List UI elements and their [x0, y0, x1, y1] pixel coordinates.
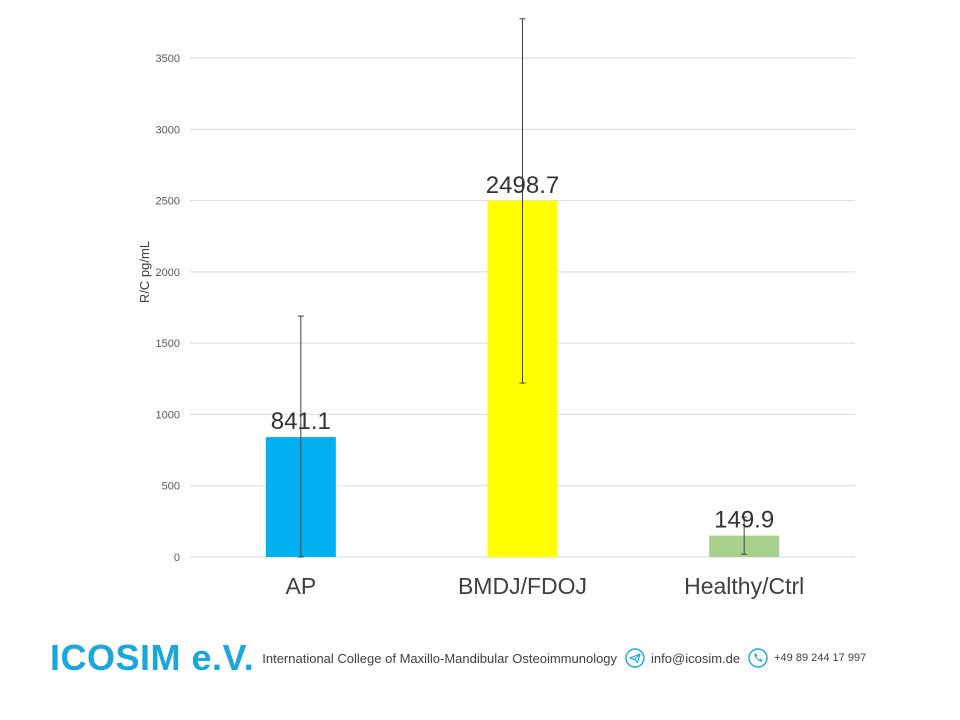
data-label: 149.9: [714, 507, 774, 534]
error-bars: [297, 18, 748, 558]
footer: ICOSIM e.V. International College of Max…: [50, 636, 930, 680]
data-labels: 841.1 2498.7 149.9: [271, 172, 774, 534]
bar-chart: 0 500 1000 1500 2000 2500 3000 3500 841.1 2498.7…: [137, 18, 855, 599]
y-axis-title: R/C pg/mL: [137, 241, 152, 303]
x-axis-categories: AP BMDJ/FDOJ Healthy/Ctrl: [285, 573, 804, 599]
phone-icon: [748, 648, 768, 668]
telegram-icon: [625, 648, 645, 668]
phone-contact[interactable]: +49 89 244 17 997: [748, 648, 866, 668]
footer-tagline: International College of Maxillo-Mandibu…: [262, 650, 618, 666]
y-tick-label: 0: [174, 552, 180, 564]
phone-text: +49 89 244 17 997: [774, 652, 867, 664]
y-tick-label: 3000: [156, 124, 180, 136]
y-tick-label: 2500: [156, 196, 180, 208]
y-tick-label: 3500: [156, 53, 180, 65]
x-category-label: AP: [285, 573, 316, 599]
email-text: info@icosim.de: [651, 650, 741, 666]
y-tick-label: 1000: [156, 409, 180, 421]
data-label: 841.1: [271, 408, 331, 435]
y-axis-ticks: 0 500 1000 1500 2000 2500 3000 3500: [156, 53, 180, 564]
y-tick-label: 2000: [156, 267, 180, 279]
y-tick-label: 500: [162, 481, 180, 493]
y-tick-label: 1500: [156, 338, 180, 350]
x-category-label: Healthy/Ctrl: [684, 573, 804, 599]
data-label: 2498.7: [486, 172, 559, 199]
email-contact[interactable]: info@icosim.de: [625, 648, 740, 668]
brand-logo: ICOSIM e.V.: [50, 637, 255, 678]
x-category-label: BMDJ/FDOJ: [458, 573, 587, 599]
